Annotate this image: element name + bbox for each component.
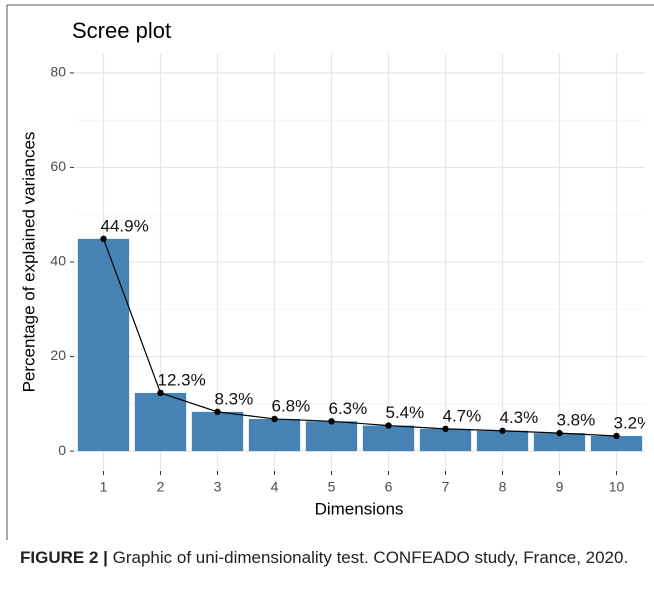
line [102, 238, 617, 437]
bar [248, 418, 301, 452]
x-tick-label: 4 [271, 479, 279, 495]
x-tick-label: 7 [442, 479, 450, 495]
x-tick-label: 10 [609, 479, 625, 495]
x-tick-label: 8 [499, 479, 507, 495]
bar [590, 435, 643, 452]
data-label: 4.7% [443, 406, 482, 425]
bar [419, 428, 472, 452]
point [271, 415, 278, 423]
data-label: 4.3% [500, 408, 539, 427]
bar [77, 238, 130, 452]
bar [476, 430, 529, 452]
data-label: 6.8% [272, 396, 311, 415]
y-tick-label: 40 [50, 253, 66, 269]
y-axis-label: Percentage of explained variances [19, 132, 38, 393]
caption-text: Graphic of uni-dimensionality test. CONF… [112, 548, 629, 567]
point [157, 389, 164, 397]
data-label: 3.2% [614, 413, 653, 432]
y-tick-label: 20 [50, 347, 66, 363]
x-tick-label: 3 [214, 479, 222, 495]
x-axis-label: Dimensions [315, 499, 404, 518]
chart: Scree plot Dimensions Percentage of expl… [6, 4, 654, 540]
bar [305, 421, 358, 452]
chart-title: Scree plot [72, 18, 171, 43]
data-label: 5.4% [386, 403, 425, 422]
caption-label: FIGURE 2 | [20, 548, 108, 567]
y-tick-label: 60 [50, 158, 66, 174]
data-label: 8.3% [215, 389, 254, 408]
data-label: 12.3% [158, 370, 206, 389]
bar [191, 411, 244, 452]
data-label: 6.3% [329, 399, 368, 418]
x-tick-label: 1 [100, 479, 108, 495]
point [613, 432, 620, 440]
data-label: 44.9% [101, 216, 149, 235]
point [499, 427, 506, 434]
x-tick-label: 5 [328, 479, 336, 495]
y-tick-label: 0 [58, 442, 66, 458]
point [100, 235, 107, 243]
bar [134, 392, 187, 452]
point [556, 429, 563, 437]
point [328, 418, 335, 425]
x-tick-label: 9 [556, 479, 564, 495]
x-tick-label: 2 [157, 479, 165, 495]
point [442, 425, 449, 433]
y-tick-label: 80 [50, 64, 66, 80]
caption: FIGURE 2 | Graphic of uni-dimensionality… [20, 546, 630, 570]
point [385, 422, 392, 429]
bar [533, 433, 586, 452]
data-label: 3.8% [557, 411, 596, 430]
point [214, 408, 221, 416]
bar [362, 425, 415, 452]
x-tick-label: 6 [385, 479, 393, 495]
